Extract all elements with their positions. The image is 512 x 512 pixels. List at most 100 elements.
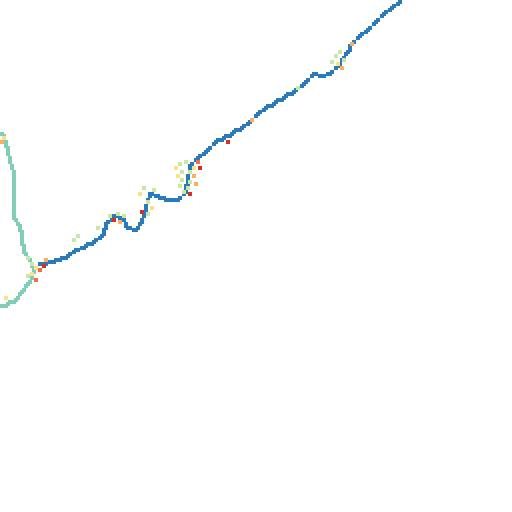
main-route-cell [398,0,402,4]
hotspot-cell [42,264,46,268]
main-route-cell [150,192,154,196]
main-route-cell [224,134,228,138]
hotspot-cell [30,272,34,276]
hotspot-cell [72,238,76,242]
hotspot-cell [76,234,80,238]
main-route-cell [94,238,98,242]
branch-route-cell [24,252,28,256]
branch-route-cell [20,238,24,242]
hotspot-cell [174,166,178,170]
hotspot-cell [112,218,116,222]
hotspot-cell [118,220,122,224]
main-route-cell [60,256,64,260]
hotspot-cell [334,54,338,58]
main-route-cell [258,110,262,114]
hotspot-cell [44,258,48,262]
main-route-cell [242,124,246,128]
hotspot-cell [196,160,200,164]
branch-route-cell [6,152,10,156]
main-route-cell [276,98,280,102]
main-route-cell [348,48,352,52]
branch-route [0,132,36,308]
main-route-cell [314,72,318,76]
hotspot-cell [338,50,342,54]
hotspot-cell [188,192,192,196]
branch-route-cell [24,284,28,288]
hotspot-cell [140,210,144,214]
hotspot-cell [250,118,254,122]
hotspot-cell [116,212,120,216]
hotspot-cell [342,58,346,62]
hotspot-cell [182,190,186,194]
main-route-cell [286,92,290,96]
main-route-cell [122,218,126,222]
hotspot-cell [152,188,156,192]
main-route-cell [136,226,140,230]
main-route-cell [190,162,194,166]
main-route-cell [158,196,162,200]
hotspot-cell [26,256,30,260]
branch-route-cell [8,160,12,164]
main-route-cell [104,226,108,230]
hotspot-cell [336,62,340,66]
main-route-cell [102,232,106,236]
hotspot-cell [188,180,192,184]
main-route-cell [128,226,132,230]
main-route-cell [322,74,326,78]
main-route-cell [106,220,110,224]
hotspot-cell [34,278,38,282]
hotspot-cell [34,266,38,270]
main-route-cell [144,204,148,208]
main-route-cell [330,70,334,74]
hotspot-cell [178,184,182,188]
branch-route-cell [22,244,26,248]
hotspot-cell [180,178,184,182]
hotspot-cell [330,60,334,64]
main-route-cell [360,32,364,36]
branch-route-cell [6,146,10,150]
main-route-cell [306,78,310,82]
hotspot-cell [178,162,182,166]
branch-route-cell [4,304,8,308]
hotspot-cell [198,166,202,170]
main-route-cell [54,258,58,262]
hotspot-cell [340,66,344,70]
hotspot-cell [4,296,8,300]
main-route-cell [234,128,238,132]
hotspot-cell [226,140,230,144]
hotspot-cell [142,186,146,190]
hotspot-cell [122,214,126,218]
hotspot-cell [38,268,42,272]
hotspot-cell [350,42,354,46]
main-route-cell [266,104,270,108]
branch-route-cell [14,218,18,222]
hotspot-cell [192,166,196,170]
main-route-cell [178,196,182,200]
hotspot-cells [0,42,354,300]
hotspot-cell [30,262,34,266]
main-route-cell [384,10,388,14]
branch-route-cell [20,230,24,234]
hotspot-cell [176,174,180,178]
hotspot-cell [138,192,142,196]
main-route-cell [86,242,90,246]
branch-route-cell [10,166,14,170]
branch-route-cell [12,300,16,304]
branch-route-cell [4,140,8,144]
branch-route-cell [12,184,16,188]
hotspot-cell [180,170,184,174]
hotspot-cell [0,140,4,144]
main-route-cell [198,154,202,158]
hotspot-cell [26,274,30,278]
main-route-cell [76,248,80,252]
hotspot-cell [186,186,190,190]
branch-route-cell [18,224,22,228]
hotspot-cell [150,206,154,210]
main-route-cell [376,18,380,22]
hotspot-cell [192,174,196,178]
main-route-cell [140,218,144,222]
branch-route-cell [12,172,16,176]
branch-route-cell [12,208,16,212]
